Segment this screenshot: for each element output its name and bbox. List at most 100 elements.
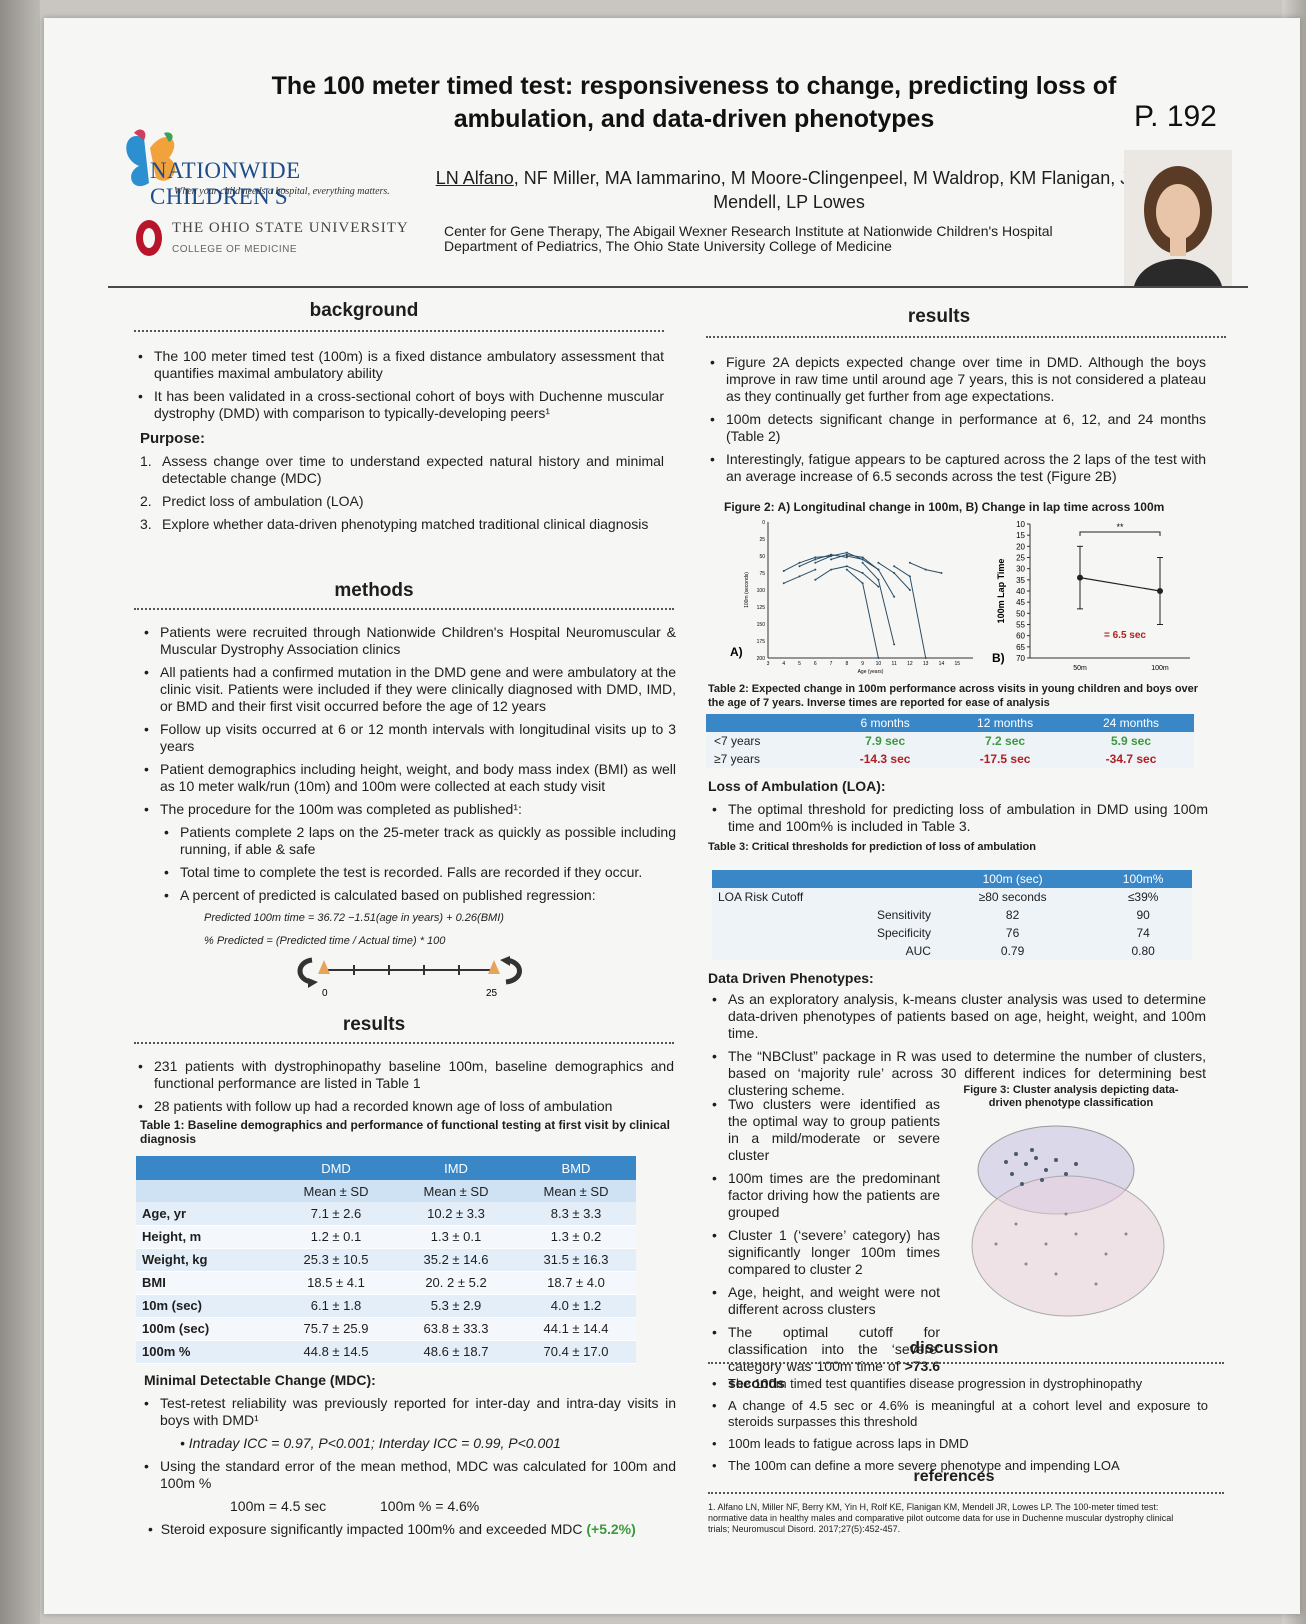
table1-subhead: Mean ± SD (516, 1180, 636, 1202)
mdc-heading: Minimal Detectable Change (MDC): (144, 1372, 376, 1388)
methods-bullet: All patients had a confirmed mutation in… (140, 664, 676, 715)
table1-cell: 4.0 ± 1.2 (516, 1294, 636, 1318)
table1-row-label: 100m (sec) (136, 1317, 276, 1341)
table1-cell: 10.2 ± 3.3 (396, 1202, 516, 1226)
mdc-list-2: Using the standard error of the mean met… (140, 1458, 676, 1492)
table3-col (712, 870, 931, 888)
table1-body: Age, yr 7.1 ± 2.6 10.2 ± 3.3 8.3 ± 3.3 Heigh… (136, 1202, 636, 1364)
y-tick-label: 75 (759, 571, 765, 577)
ddp-bullet: As an exploratory analysis, k-means clus… (708, 991, 1206, 1042)
data-point (940, 572, 943, 574)
table3-row: LOA Risk Cutoff ≥80 seconds ≤39% (712, 888, 1192, 906)
purpose-number: 3. (140, 516, 152, 532)
table1-cell: 18.5 ± 4.1 (276, 1271, 396, 1295)
mean-line (1079, 577, 1161, 592)
table2-cell: -14.3 sec (828, 750, 943, 768)
logo-osu-text: THE OHIO STATE UNIVERSITY (172, 220, 409, 236)
table1-row-label: Weight, kg (136, 1248, 276, 1272)
methods-bullet: Patients were recruited through Nationwi… (140, 624, 676, 658)
table2-col (706, 714, 829, 732)
y-tick-label: 200 (757, 656, 766, 662)
table3-col: 100m (sec) (930, 870, 1095, 888)
data-point (861, 558, 864, 561)
mdc-item-3-text: Steroid exposure significantly impacted … (160, 1521, 583, 1537)
table3-col: 100m% (1094, 870, 1192, 888)
mdc-values: 100m = 4.5 sec 100m % = 4.6% (230, 1498, 676, 1515)
x-tick-label: 9 (861, 661, 864, 667)
trajectory-line (893, 565, 927, 659)
methods-divider (134, 608, 674, 610)
affiliation-1: Center for Gene Therapy, The Abigail Wex… (444, 223, 1053, 239)
figure3-cluster-plot (971, 1125, 1165, 1317)
discussion-heading: discussion (909, 1338, 999, 1357)
ddp-wide-list: As an exploratory analysis, k-means clus… (708, 991, 1206, 1099)
data-point (830, 568, 833, 571)
y-tick-label: 60 (1016, 632, 1025, 641)
table1-row-label: Height, m (136, 1225, 276, 1249)
wall-left (0, 0, 40, 1624)
table1-cell: 44.1 ± 14.4 (516, 1317, 636, 1341)
figure2b-label: B) (992, 651, 1005, 665)
table2-cell: 7.2 sec (942, 732, 1069, 750)
purpose-item: 2. Predict loss of ambulation (LOA) (140, 493, 664, 510)
table3-caption: Table 3: Critical thresholds for predict… (708, 841, 1036, 853)
x-tick-label: 13 (923, 661, 929, 667)
data-point (893, 643, 896, 646)
x-tick-label: 50m (1073, 665, 1087, 672)
ddp-narrow-section: Two clusters were identified as the opti… (708, 1096, 940, 1398)
poster-title: The 100 meter timed test: responsiveness… (271, 72, 1117, 133)
header-divider (108, 286, 1248, 288)
data-point (845, 555, 848, 557)
poster-number: P. 192 (1134, 100, 1217, 133)
author-photo (1124, 150, 1232, 286)
table2-row: ≥7 years -14.3 sec -17.5 sec -34.7 sec (706, 750, 1194, 768)
y-tick-label: 175 (757, 639, 766, 645)
table1-row: Height, m 1.2 ± 0.1 1.3 ± 0.1 1.3 ± 0.2 (136, 1225, 636, 1249)
table1-row: 100m (sec) 75.7 ± 25.9 63.8 ± 33.3 44.1 ± 1… (136, 1317, 636, 1341)
data-point (798, 575, 801, 578)
table1-cell: 70.4 ± 17.0 (516, 1340, 636, 1364)
significance-marker: ** (1116, 522, 1124, 532)
data-point (861, 561, 864, 564)
methods-sub-bullet: A percent of predicted is calculated bas… (160, 887, 676, 904)
table3-cell: 0.79 (930, 942, 1095, 960)
first-author: LN Alfano (435, 168, 514, 188)
y-tick-label: 35 (1016, 576, 1025, 585)
mdc-value-100m-pct: 100m % = 4.6% (380, 1498, 480, 1514)
figure2a-label: A) (730, 645, 743, 659)
table1-cell: 20. 2 ± 5.2 (396, 1271, 516, 1295)
discussion-bullet: The 100m can define a more severe phenot… (708, 1458, 1208, 1474)
table3-row: Specificity 76 74 (712, 924, 1192, 942)
data-point (877, 657, 880, 659)
y-tick-label: 10 (1016, 520, 1025, 529)
table1-cell: 18.7 ± 4.0 (516, 1271, 636, 1295)
table3-cell: ≥80 seconds (930, 888, 1095, 906)
discussion-list: The 100m timed test quantifies disease p… (708, 1376, 1208, 1474)
discussion-bullet: The 100m timed test quantifies disease p… (708, 1376, 1208, 1392)
data-point (893, 572, 896, 574)
table1-corner (136, 1156, 276, 1180)
data-point (814, 561, 817, 564)
references-heading: references (913, 1468, 995, 1485)
y-tick-label: 50 (759, 554, 765, 560)
x-tick-label: 14 (939, 661, 945, 667)
table1-cell: 8.3 ± 3.3 (516, 1202, 636, 1226)
track-start-label: 0 (322, 988, 328, 998)
table3-cell: 0.80 (1094, 942, 1192, 960)
ddp-bullet: Age, height, and weight were not differe… (708, 1284, 940, 1318)
references-list: 1. Alfano LN, Miller NF, Berry KM, Yin H… (708, 1502, 1178, 1535)
table3-row-label: Specificity (712, 924, 931, 942)
affiliations: Center for Gene Therapy, The Abigail Wex… (444, 224, 1124, 254)
data-point (893, 595, 896, 598)
x-tick-label: 4 (782, 661, 785, 667)
table2-cell: 5.9 sec (1068, 732, 1194, 750)
x-axis-label: Age (years) (858, 669, 884, 675)
data-point (908, 561, 911, 564)
purpose-item: 3. Explore whether data-driven phenotypin… (140, 516, 664, 533)
discussion-bullet: A change of 4.5 sec or 4.6% is meaningfu… (708, 1398, 1208, 1430)
table2-row-label: <7 years (706, 732, 829, 750)
results-left-list: 231 patients with dystrophinopathy basel… (134, 1058, 674, 1115)
table3: 100m (sec) 100m% LOA Risk Cutoff ≥80 secon… (712, 870, 1192, 960)
table1-cell: 25.3 ± 10.5 (276, 1248, 396, 1272)
track-diagram: 0 25 (297, 956, 522, 998)
